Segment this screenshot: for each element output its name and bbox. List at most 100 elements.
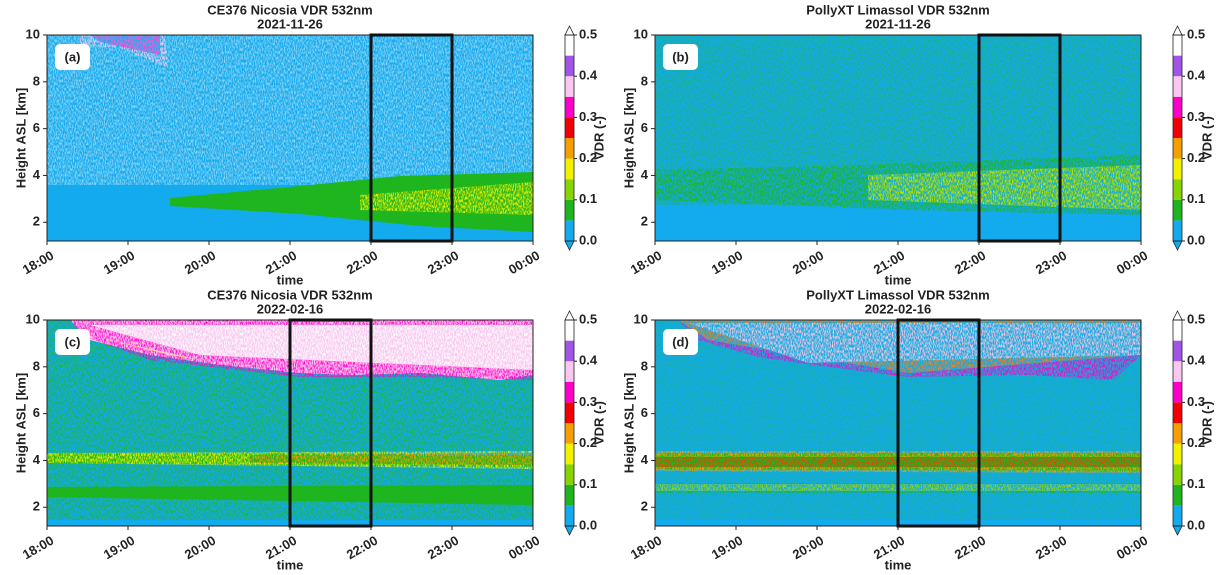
colorbar-segment bbox=[565, 55, 574, 77]
y-tick-label: 2 bbox=[33, 499, 40, 514]
colorbar-tick-label: 0.5 bbox=[1187, 311, 1205, 326]
colorbar-segment bbox=[565, 138, 574, 159]
colorbar-segment bbox=[565, 340, 574, 362]
x-tick-label: 20:00 bbox=[182, 533, 218, 563]
x-tick-label: 20:00 bbox=[790, 248, 826, 278]
x-tick-label: 00:00 bbox=[506, 248, 542, 278]
y-tick-label: 8 bbox=[33, 73, 40, 88]
colorbar-segment bbox=[1173, 199, 1182, 221]
colorbar-segment bbox=[1173, 158, 1182, 180]
y-tick-label: 4 bbox=[641, 452, 649, 467]
colorbar-segment bbox=[565, 320, 574, 341]
x-tick-label: 18:00 bbox=[20, 533, 56, 563]
panel-label-box bbox=[663, 44, 698, 70]
y-tick-label: 10 bbox=[634, 311, 648, 326]
colorbar-tick-label: 0.3 bbox=[579, 109, 597, 124]
x-tick-label: 19:00 bbox=[709, 533, 745, 563]
x-tick-label: 23:00 bbox=[1033, 533, 1069, 563]
backscatter-texture bbox=[47, 35, 533, 241]
x-axis-label: time bbox=[885, 272, 912, 287]
y-axis-label: Height ASL [km] bbox=[13, 373, 28, 473]
colorbar-extend bbox=[1172, 310, 1183, 321]
chart-subtitle: 2021-11-26 bbox=[257, 16, 323, 31]
x-axis-label: time bbox=[277, 557, 304, 572]
colorbar-frame bbox=[1172, 34, 1183, 242]
x-tick-label: 23:00 bbox=[425, 533, 461, 563]
colorbar-segment bbox=[565, 484, 574, 506]
y-axis-label: Height ASL [km] bbox=[621, 88, 636, 188]
x-axis-label: time bbox=[277, 272, 304, 287]
colorbar-segment bbox=[1173, 484, 1182, 506]
y-tick-label: 6 bbox=[33, 405, 40, 420]
colorbar-tick-label: 0.0 bbox=[579, 232, 597, 247]
colorbar-segment bbox=[1173, 320, 1182, 341]
colorbar-tick-label: 0.3 bbox=[1187, 109, 1205, 124]
x-tick-label: 00:00 bbox=[506, 533, 542, 563]
colorbar-tick-label: 0.2 bbox=[1187, 150, 1205, 165]
y-axis-label: Height ASL [km] bbox=[13, 88, 28, 188]
colorbar-tick-label: 0.0 bbox=[1187, 517, 1205, 532]
y-tick-label: 4 bbox=[33, 452, 41, 467]
colorbar-segment bbox=[565, 158, 574, 180]
colorbar-segment bbox=[1173, 96, 1182, 118]
x-tick-label: 20:00 bbox=[790, 533, 826, 563]
colorbar-tick-label: 0.2 bbox=[1187, 435, 1205, 450]
y-tick-label: 2 bbox=[641, 499, 648, 514]
colorbar-tick-label: 0.1 bbox=[579, 476, 597, 491]
colorbar-label: VDR (-) bbox=[1199, 401, 1214, 445]
x-tick-label: 22:00 bbox=[952, 533, 988, 563]
x-axis-label: time bbox=[885, 557, 912, 572]
colorbar-segment bbox=[1173, 402, 1182, 423]
colorbar-segment bbox=[1173, 340, 1182, 362]
colorbar-segment bbox=[565, 464, 574, 485]
colorbar-frame bbox=[564, 319, 575, 527]
colorbar-segment bbox=[1173, 76, 1182, 97]
x-tick-label: 23:00 bbox=[425, 248, 461, 278]
chart-subtitle: 2022-02-16 bbox=[257, 301, 324, 316]
x-tick-label: 22:00 bbox=[344, 533, 380, 563]
colorbar-label: VDR (-) bbox=[591, 116, 606, 160]
colorbar-segment bbox=[1173, 117, 1182, 138]
colorbar-tick-label: 0.4 bbox=[1187, 353, 1206, 368]
colorbar-tick-label: 0.4 bbox=[579, 68, 598, 83]
chart-subtitle: 2022-02-16 bbox=[865, 301, 932, 316]
colorbar-extend bbox=[1172, 240, 1183, 251]
y-tick-label: 6 bbox=[641, 120, 648, 135]
y-tick-label: 6 bbox=[33, 120, 40, 135]
colorbar-extend bbox=[564, 25, 575, 36]
x-tick-label: 19:00 bbox=[101, 533, 137, 563]
y-tick-label: 2 bbox=[33, 214, 40, 229]
colorbar-segment bbox=[1173, 179, 1182, 200]
colorbar-extend bbox=[564, 525, 575, 536]
x-tick-label: 22:00 bbox=[952, 248, 988, 278]
colorbar-segment bbox=[565, 361, 574, 382]
colorbar-tick-label: 0.1 bbox=[579, 191, 597, 206]
colorbar-segment bbox=[1173, 55, 1182, 77]
colorbar-segment bbox=[565, 179, 574, 200]
panel-label: (d) bbox=[672, 334, 689, 349]
colorbar-tick-label: 0.5 bbox=[1187, 26, 1205, 41]
colorbar-extend bbox=[564, 310, 575, 321]
colorbar-segment bbox=[565, 423, 574, 444]
x-tick-label: 22:00 bbox=[344, 248, 380, 278]
colorbar-segment bbox=[1173, 443, 1182, 465]
y-tick-label: 4 bbox=[33, 167, 41, 182]
panel-label-box bbox=[663, 329, 698, 355]
panel-label-box bbox=[55, 329, 90, 355]
panel-label: (a) bbox=[65, 49, 81, 64]
colorbar-tick-label: 0.2 bbox=[579, 150, 597, 165]
y-tick-label: 8 bbox=[641, 358, 648, 373]
colorbar-segment bbox=[565, 76, 574, 97]
colorbar-segment bbox=[1173, 138, 1182, 159]
colorbar-segment bbox=[1173, 505, 1182, 526]
colorbar-label: VDR (-) bbox=[591, 401, 606, 445]
colorbar-tick-label: 0.5 bbox=[579, 26, 597, 41]
x-tick-label: 18:00 bbox=[20, 248, 56, 278]
x-tick-label: 19:00 bbox=[101, 248, 137, 278]
colorbar-extend bbox=[564, 240, 575, 251]
colorbar-tick-label: 0.2 bbox=[579, 435, 597, 450]
x-tick-label: 00:00 bbox=[1114, 533, 1150, 563]
colorbar-tick-label: 0.0 bbox=[1187, 232, 1205, 247]
colorbar-tick-label: 0.5 bbox=[579, 311, 597, 326]
